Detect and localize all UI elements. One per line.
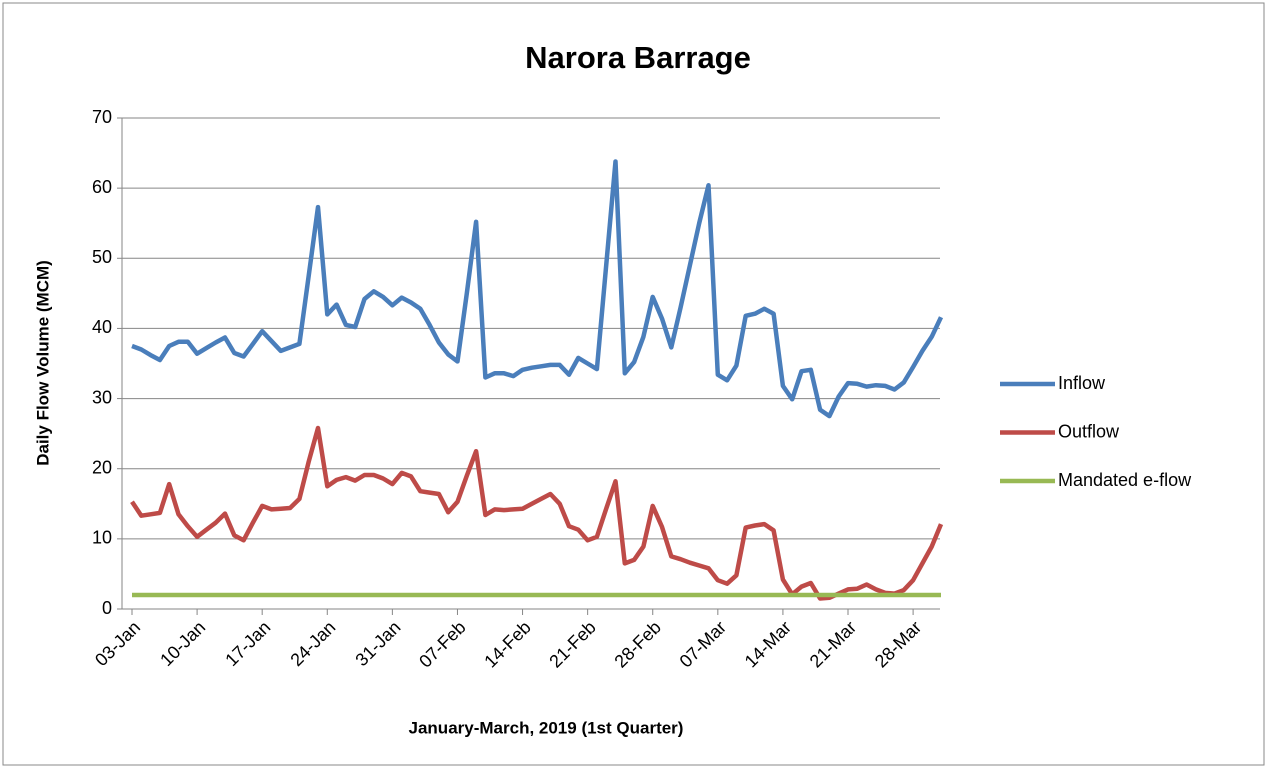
y-tick-label: 30 [92, 387, 112, 407]
x-axis-label: January-March, 2019 (1st Quarter) [409, 718, 684, 737]
series-line [131, 159, 944, 419]
legend-label: Mandated e-flow [1058, 470, 1192, 490]
y-tick-label: 10 [92, 528, 112, 548]
chart-title: Narora Barrage [525, 40, 751, 75]
legend-label: Inflow [1058, 373, 1106, 393]
series-line [130, 425, 944, 601]
y-tick-label: 50 [92, 247, 112, 267]
y-tick-label: 0 [102, 598, 112, 618]
y-tick-label: 40 [92, 317, 112, 337]
y-tick-label: 70 [92, 107, 112, 127]
y-axis-label: Daily Flow Volume (MCM) [33, 260, 52, 466]
legend-label: Outflow [1058, 421, 1120, 441]
y-tick-label: 20 [92, 457, 112, 477]
y-tick-label: 60 [92, 177, 112, 197]
